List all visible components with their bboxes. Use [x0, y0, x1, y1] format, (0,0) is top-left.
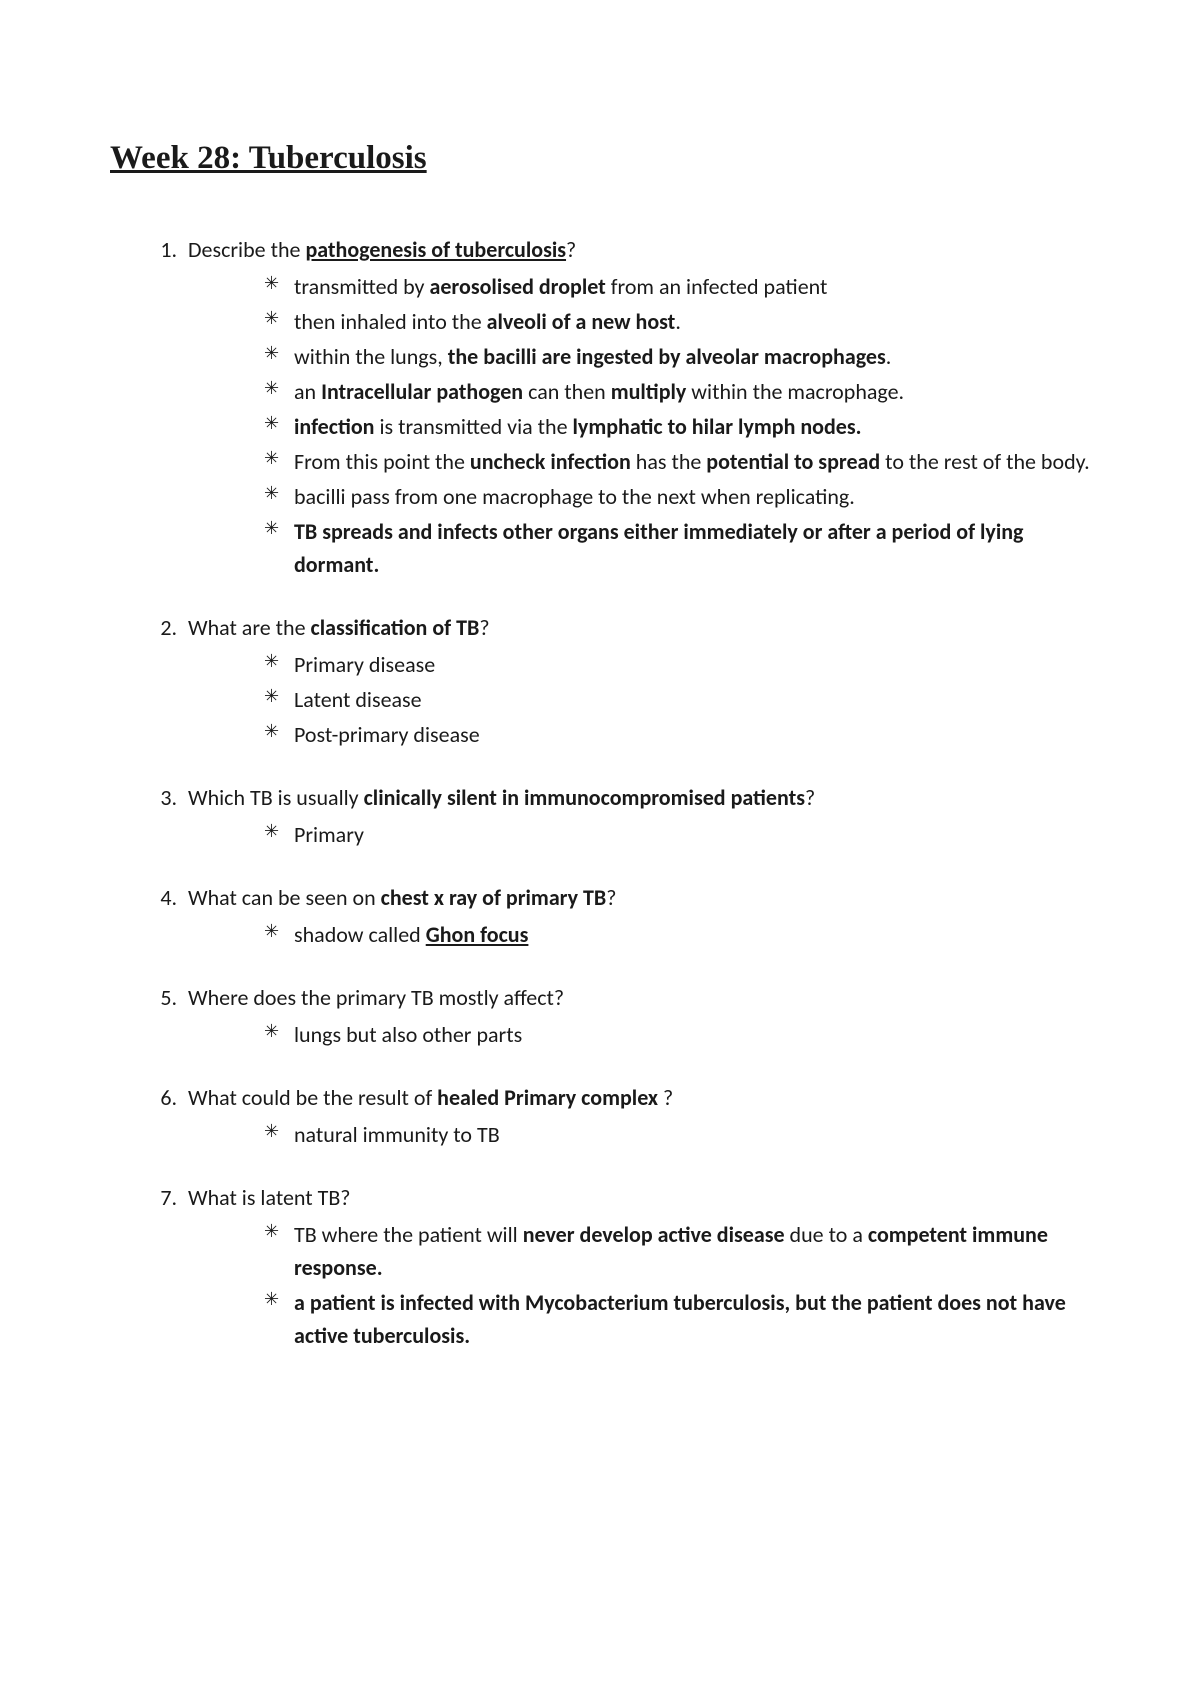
answer-item: infection is transmitted via the lymphat…: [272, 410, 1090, 443]
question-item: Which TB is usually clinically silent in…: [182, 781, 1090, 851]
document-page: Week 28: Tuberculosis Describe the patho…: [0, 0, 1200, 1482]
answer-item: From this point the uncheck infection ha…: [272, 445, 1090, 478]
question-list: Describe the pathogenesis of tuberculosi…: [110, 233, 1090, 1352]
answer-list: lungs but also other parts: [188, 1018, 1090, 1051]
answer-item: Primary: [272, 818, 1090, 851]
answer-list: Primary diseaseLatent diseasePost-primar…: [188, 648, 1090, 751]
answer-item: bacilli pass from one macrophage to the …: [272, 480, 1090, 513]
answer-item: TB where the patient will never develop …: [272, 1218, 1090, 1284]
answer-list: Primary: [188, 818, 1090, 851]
answer-item: an Intracellular pathogen can then multi…: [272, 375, 1090, 408]
question-item: What is latent TB? TB where the patient w…: [182, 1181, 1090, 1352]
answer-item: Post-primary disease: [272, 718, 1090, 751]
question-item: Where does the primary TB mostly affect?…: [182, 981, 1090, 1051]
answer-item: Primary disease: [272, 648, 1090, 681]
answer-item: transmitted by aerosolised droplet from …: [272, 270, 1090, 303]
answer-item: a patient is infected with Mycobacterium…: [272, 1286, 1090, 1352]
question-item: What can be seen on chest x ray of prima…: [182, 881, 1090, 951]
answer-list: transmitted by aerosolised droplet from …: [188, 270, 1090, 581]
question-text: What can be seen on chest x ray of prima…: [188, 884, 616, 911]
question-item: What are the classification of TB? Primar…: [182, 611, 1090, 751]
question-text: Where does the primary TB mostly affect?: [188, 984, 564, 1011]
answer-item: natural immunity to TB: [272, 1118, 1090, 1151]
question-text: What is latent TB?: [188, 1184, 350, 1211]
question-item: What could be the result of healed Prima…: [182, 1081, 1090, 1151]
answer-list: shadow called Ghon focus: [188, 918, 1090, 951]
question-text: What are the classification of TB?: [188, 614, 490, 641]
question-text: What could be the result of healed Prima…: [188, 1084, 673, 1111]
answer-list: TB where the patient will never develop …: [188, 1218, 1090, 1352]
question-item: Describe the pathogenesis of tuberculosi…: [182, 233, 1090, 581]
question-text: Which TB is usually clinically silent in…: [188, 784, 815, 811]
answer-item: shadow called Ghon focus: [272, 918, 1090, 951]
answer-item: TB spreads and infects other organs eith…: [272, 515, 1090, 581]
page-title: Week 28: Tuberculosis: [110, 140, 1090, 177]
answer-list: natural immunity to TB: [188, 1118, 1090, 1151]
answer-item: within the lungs, the bacilli are ingest…: [272, 340, 1090, 373]
answer-item: then inhaled into the alveoli of a new h…: [272, 305, 1090, 338]
question-text: Describe the pathogenesis of tuberculosi…: [188, 236, 576, 263]
answer-item: Latent disease: [272, 683, 1090, 716]
answer-item: lungs but also other parts: [272, 1018, 1090, 1051]
